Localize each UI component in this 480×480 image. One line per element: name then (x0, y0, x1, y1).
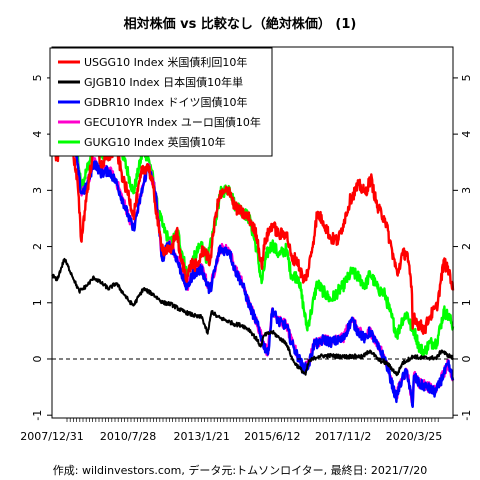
y-axis-left: -1 0 1 2 3 4 5 (31, 74, 52, 421)
chart-title: 相対株価 vs 比較なし（絶対株価） (1) (124, 16, 357, 32)
y-tick-label-right: 1 (460, 299, 473, 306)
y-tick-label-right: 0 (460, 355, 473, 362)
x-axis: 2007/12/31 2010/7/28 2013/1/21 2015/6/12 201… (20, 418, 442, 443)
x-tick-label: 2020/3/25 (386, 430, 442, 443)
y-tick-label-left: 3 (31, 187, 44, 194)
legend-label-2: GDBR10 Index ドイツ国債10年 (84, 95, 247, 109)
x-tick-label: 2013/1/21 (173, 430, 229, 443)
legend: USGG10 Index 米国債利回10年 GJGB10 Index 日本国債10… (49, 47, 273, 157)
legend-label-1: GJGB10 Index 日本国債10年単 (84, 75, 243, 89)
y-tick-label-left: 0 (31, 355, 44, 362)
x-tick-label: 2015/6/12 (244, 430, 300, 443)
legend-label-0: USGG10 Index 米国債利回10年 (84, 55, 247, 69)
chart-caption: 作成: wildinvestors.com, データ元:トムソンロイター, 最終… (53, 463, 427, 477)
y-tick-label-left: 2 (31, 243, 44, 250)
y-tick-label-left: 1 (31, 299, 44, 306)
series-line-0 (50, 124, 455, 335)
legend-box (49, 47, 273, 157)
y-tick-label-left: 5 (31, 74, 44, 81)
series-line-1 (51, 257, 454, 377)
legend-label-4: GUKG10 Index 英国債10年 (84, 135, 226, 149)
series-line-2 (50, 99, 455, 408)
x-tick-label: 2010/7/28 (100, 430, 156, 443)
y-tick-label-left: -1 (31, 410, 44, 421)
y-axis-right: -1 0 1 2 3 4 5 (453, 74, 473, 421)
y-tick-label-right: 3 (460, 187, 473, 194)
x-tick-label: 2017/11/2 (315, 430, 371, 443)
y-tick-label-right: 5 (460, 74, 473, 81)
y-tick-label-right: 2 (460, 243, 473, 250)
x-tick-label: 2007/12/31 (20, 430, 83, 443)
legend-label-3: GECU10YR Index ユーロ国債10年 (84, 115, 261, 129)
y-tick-label-right: 4 (460, 131, 473, 138)
y-tick-label-right: -1 (460, 410, 473, 421)
y-tick-label-left: 4 (31, 131, 44, 138)
